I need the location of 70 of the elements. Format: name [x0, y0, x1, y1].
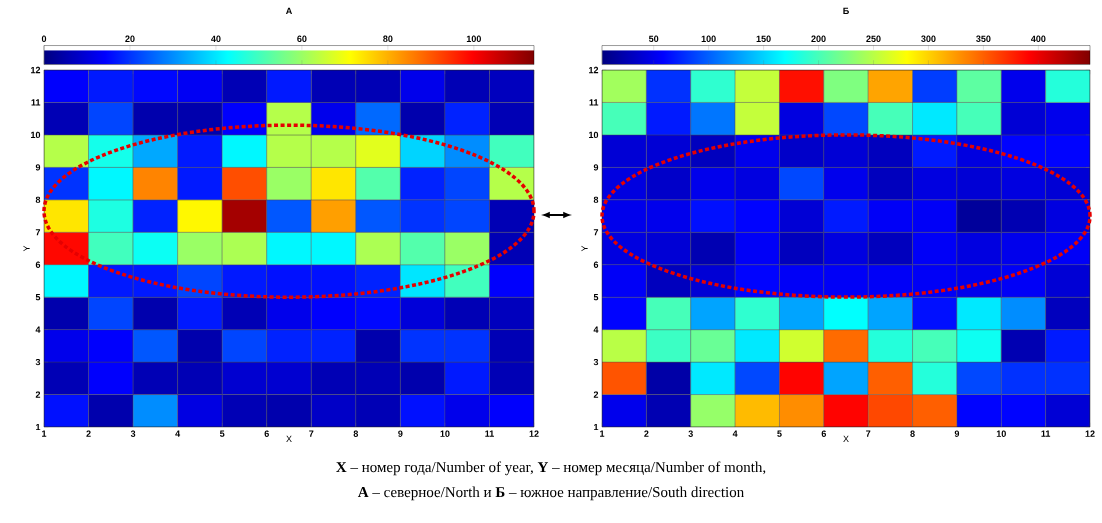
x-tick-label: 12: [529, 430, 539, 437]
color-bar-label: 400: [1030, 35, 1046, 43]
y-tick-label: 12: [589, 66, 599, 74]
color-bar-label: 200: [811, 35, 826, 43]
y-tick-label: 3: [35, 358, 41, 366]
text: X – номер года/Number of year, Y – номер месяца/Number of month,: [336, 461, 766, 476]
color-bar-label: 100: [466, 35, 481, 43]
color-bar-label: 50: [648, 35, 659, 43]
y-tick-label: 11: [31, 99, 41, 106]
x-tick-label: 1: [42, 430, 47, 437]
y-tick-label: 5: [593, 294, 599, 301]
x-tick-label: 8: [910, 430, 915, 437]
y-tick-label: 10: [31, 131, 41, 139]
x-tick-label: 3: [130, 430, 136, 437]
x-tick-label: 4: [175, 430, 181, 437]
x-tick-label: 10: [996, 430, 1006, 437]
x-axis-title: X: [843, 435, 849, 442]
x-tick-label: 5: [219, 430, 225, 437]
color-bar-label: 100: [701, 35, 716, 43]
y-tick-label: 7: [35, 229, 41, 236]
y-tick-label: 6: [35, 261, 41, 268]
y-tick-label: 4: [593, 326, 599, 333]
color-bar-label: 300: [921, 35, 936, 42]
color-bar-label: 80: [383, 35, 393, 43]
x-tick-label: 4: [732, 430, 738, 437]
x-tick-label: 9: [398, 430, 403, 437]
color-bar-label: 250: [866, 35, 881, 43]
y-tick-label: 2: [593, 391, 599, 398]
x-tick-label: 8: [353, 430, 359, 437]
x-tick-label: 6: [264, 430, 269, 437]
y-axis-title: Y: [23, 245, 30, 252]
color-bar-label: 20: [125, 35, 135, 43]
y-tick-label: 5: [35, 294, 41, 301]
x-tick-label: 3: [688, 430, 693, 437]
y-tick-label: 9: [35, 164, 41, 171]
color-bar-label: 40: [211, 35, 221, 43]
y-axis-title: Y: [581, 245, 588, 252]
color-bar-label: 0: [41, 35, 47, 43]
y-tick-label: 12: [31, 66, 41, 74]
y-tick-label: 8: [35, 196, 41, 204]
color-bar-label: 150: [756, 35, 771, 43]
x-tick-label: 7: [309, 430, 314, 437]
x-tick-label: 5: [777, 430, 782, 437]
text: А – северное/North и Б – южное направление/South direction: [357, 486, 744, 501]
y-tick-label: 9: [593, 164, 599, 171]
x-tick-label: 2: [644, 430, 649, 437]
y-tick-label: 1: [594, 423, 599, 431]
y-tick-label: 11: [589, 99, 599, 106]
y-tick-label: 8: [593, 196, 599, 204]
y-tick-label: 3: [593, 358, 599, 366]
y-tick-label: 7: [593, 229, 599, 236]
x-tick-label: 10: [440, 430, 450, 437]
y-tick-label: 4: [35, 326, 41, 333]
x-tick-label: 11: [485, 430, 494, 437]
y-tick-label: 2: [35, 391, 41, 398]
color-bar-label: 60: [297, 35, 307, 43]
x-tick-label: 11: [1041, 430, 1051, 437]
color-bar-label: 350: [976, 35, 991, 42]
y-tick-label: 6: [593, 261, 599, 268]
y-tick-label: 1: [36, 423, 41, 431]
x-tick-label: 12: [1085, 430, 1095, 437]
chart-title: Б: [843, 7, 849, 14]
x-tick-label: 7: [866, 430, 871, 437]
x-tick-label: 2: [86, 430, 91, 437]
chart-title: А: [285, 7, 293, 14]
y-tick-label: 10: [589, 131, 599, 139]
x-tick-label: 1: [600, 430, 605, 437]
x-axis-title: X: [286, 435, 292, 442]
x-tick-label: 6: [821, 430, 826, 437]
x-tick-label: 9: [954, 430, 960, 437]
